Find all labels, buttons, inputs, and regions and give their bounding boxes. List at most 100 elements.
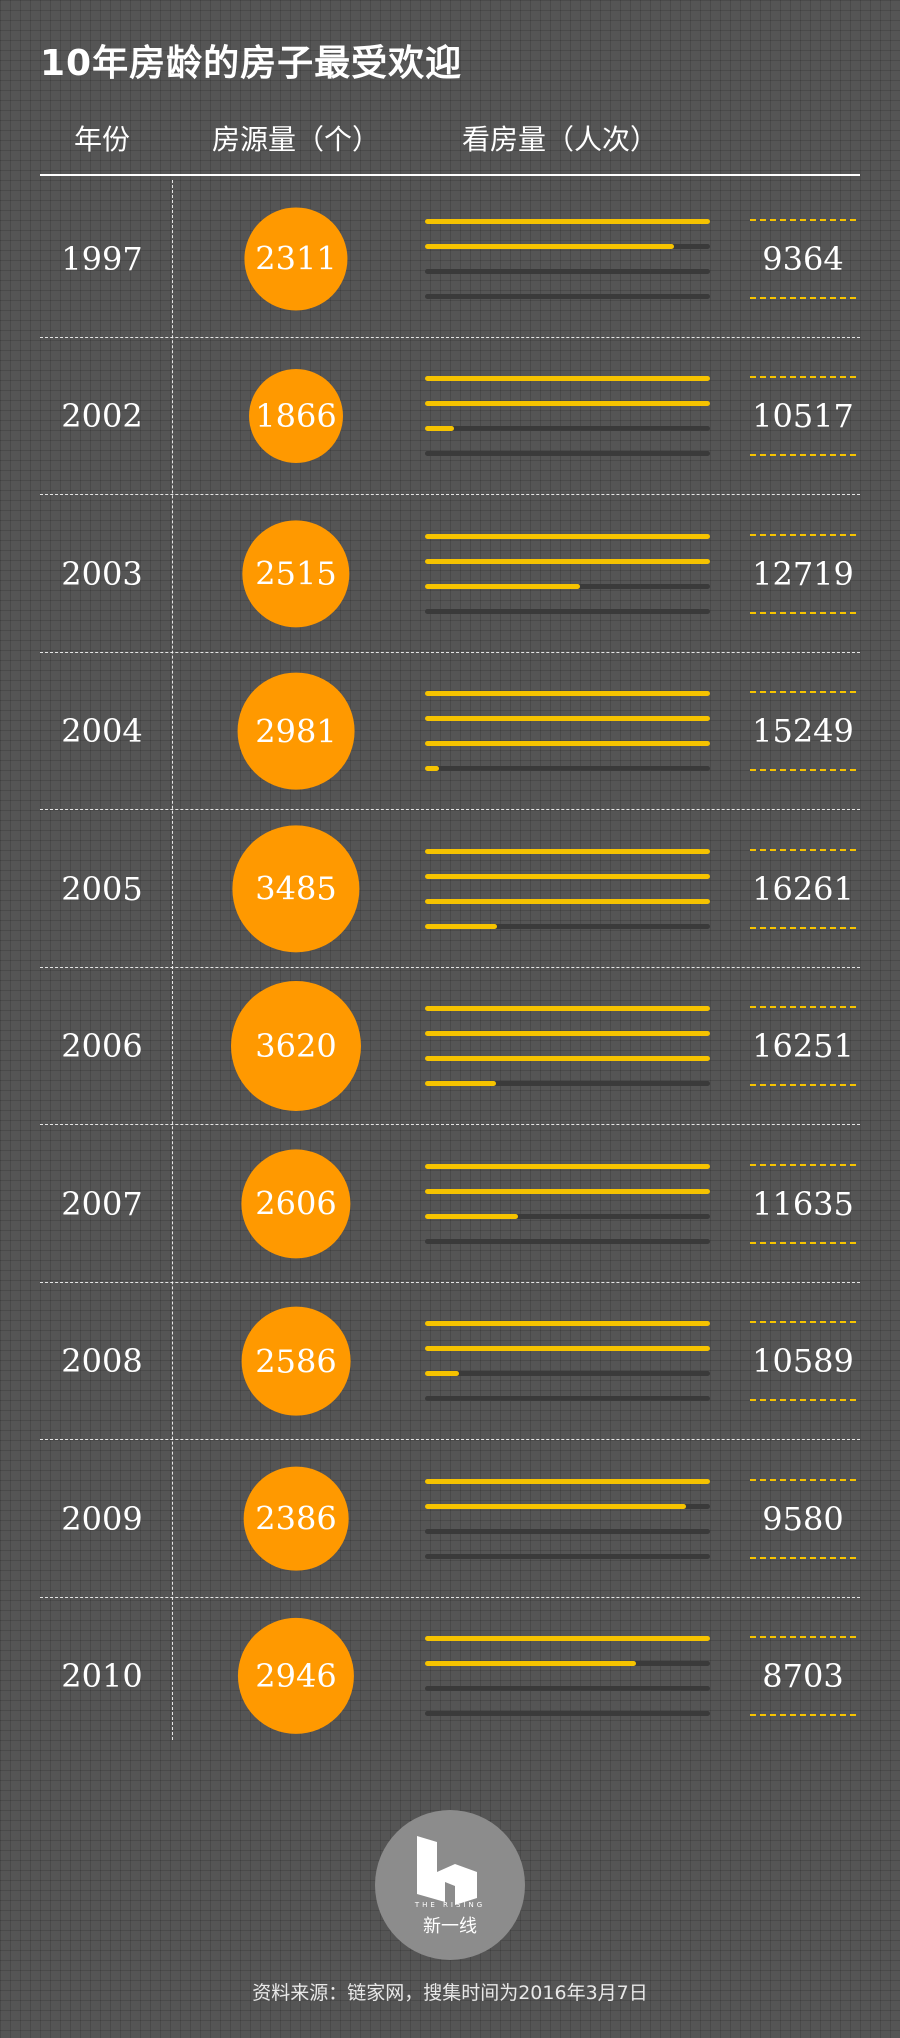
- year-label: 2005: [61, 869, 143, 908]
- views-value: 9580: [750, 1478, 856, 1559]
- views-bar-track: [425, 243, 710, 249]
- listings-bubble: 2981: [237, 672, 355, 790]
- table-row: 2008 2586 10589: [0, 1283, 900, 1440]
- views-bar-track: [425, 1636, 710, 1642]
- views-bar-track: [425, 451, 710, 457]
- listings-bubble: 3620: [231, 981, 361, 1112]
- views-value: 16261: [750, 848, 856, 929]
- views-bar-track: [425, 1711, 710, 1717]
- views-bars: [425, 1636, 710, 1717]
- row-divider: [40, 1596, 860, 1598]
- views-bar: [425, 691, 710, 697]
- data-rows: 1997 2311 9364 2002 1866 10517 2003 2515 12719 20…: [0, 180, 900, 1755]
- views-bar: [425, 1056, 710, 1062]
- views-value: 8703: [750, 1636, 856, 1717]
- table-row: 2007 2606 11635: [0, 1125, 900, 1283]
- logo: THE RISING 新一线: [375, 1810, 525, 1960]
- views-bar-track: [425, 848, 710, 854]
- views-bar: [425, 898, 710, 904]
- views-bar-track: [425, 1056, 710, 1062]
- views-bar: [425, 1661, 637, 1667]
- views-bars: [425, 533, 710, 614]
- views-bar: [425, 1636, 710, 1642]
- source-note: 资料来源：链家网，搜集时间为2016年3月7日: [252, 1982, 648, 2004]
- views-bar: [425, 1006, 710, 1012]
- views-bar: [425, 716, 710, 722]
- views-bar-track: [425, 293, 710, 299]
- logo-name: 新一线: [423, 1916, 477, 1937]
- views-bar-track: [425, 1346, 710, 1352]
- listings-bubble: 2586: [241, 1306, 351, 1416]
- table-row: 2003 2515 12719: [0, 495, 900, 653]
- views-bar-track: [425, 1213, 710, 1219]
- views-bar-track: [425, 268, 710, 274]
- views-bar: [425, 218, 710, 224]
- year-label: 2006: [61, 1027, 143, 1066]
- building-logo-icon: [417, 1836, 477, 1905]
- views-bar: [425, 1346, 710, 1352]
- views-bar: [425, 1213, 519, 1219]
- views-bar-track: [425, 583, 710, 589]
- views-bar-track: [425, 1661, 710, 1667]
- views-bar-track: [425, 1238, 710, 1244]
- views-bar: [425, 1503, 687, 1509]
- views-bar-track: [425, 376, 710, 382]
- views-bar: [425, 1371, 459, 1377]
- views-bar: [425, 873, 710, 879]
- views-bar-track: [425, 608, 710, 614]
- views-bar-track: [425, 898, 710, 904]
- views-bar: [425, 1081, 497, 1087]
- year-label: 2003: [61, 554, 143, 593]
- views-bar-track: [425, 1686, 710, 1692]
- table-row: 2005 3485 16261: [0, 810, 900, 968]
- views-bars: [425, 691, 710, 772]
- listings-bubble: 2606: [241, 1149, 351, 1259]
- row-divider: [40, 1439, 860, 1440]
- year-label: 2009: [61, 1499, 143, 1538]
- views-bar-track: [425, 426, 710, 432]
- views-value: 15249: [750, 691, 856, 772]
- views-bar: [425, 558, 710, 564]
- views-value: 11635: [750, 1163, 856, 1244]
- views-bar: [425, 848, 710, 854]
- views-bar-track: [425, 923, 710, 929]
- views-bar-track: [425, 1371, 710, 1377]
- listings-bubble: 3485: [232, 825, 360, 953]
- views-bar-track: [425, 1478, 710, 1484]
- row-divider: [40, 809, 860, 810]
- views-bar: [425, 741, 710, 747]
- views-bars: [425, 1163, 710, 1244]
- views-bars: [425, 1006, 710, 1087]
- views-bar-track: [425, 533, 710, 539]
- year-label: 2010: [61, 1657, 143, 1696]
- views-bars: [425, 848, 710, 929]
- views-bar: [425, 1321, 710, 1327]
- column-divider: [172, 180, 173, 1740]
- views-value: 10589: [750, 1321, 856, 1402]
- listings-bubble: 2311: [244, 207, 348, 311]
- views-bar: [425, 426, 455, 432]
- views-bar: [425, 766, 440, 772]
- views-bar-track: [425, 1188, 710, 1194]
- row-divider: [40, 651, 860, 653]
- row-divider: [40, 1281, 860, 1283]
- views-bars: [425, 1321, 710, 1402]
- row-divider: [40, 966, 860, 968]
- table-row: 2009 2386 9580: [0, 1440, 900, 1598]
- views-bar-track: [425, 1031, 710, 1037]
- views-bar-track: [425, 691, 710, 697]
- views-bar: [425, 401, 710, 407]
- views-bar-track: [425, 741, 710, 747]
- views-bar: [425, 243, 674, 249]
- views-bar-track: [425, 218, 710, 224]
- views-bar: [425, 923, 497, 929]
- year-label: 2002: [61, 397, 143, 436]
- views-bar: [425, 583, 580, 589]
- views-bar: [425, 1188, 710, 1194]
- row-divider: [40, 336, 860, 338]
- listings-bubble: 1866: [249, 369, 343, 464]
- views-bar-track: [425, 1528, 710, 1534]
- row-divider: [40, 1124, 860, 1125]
- views-bar: [425, 533, 710, 539]
- views-bars: [425, 218, 710, 299]
